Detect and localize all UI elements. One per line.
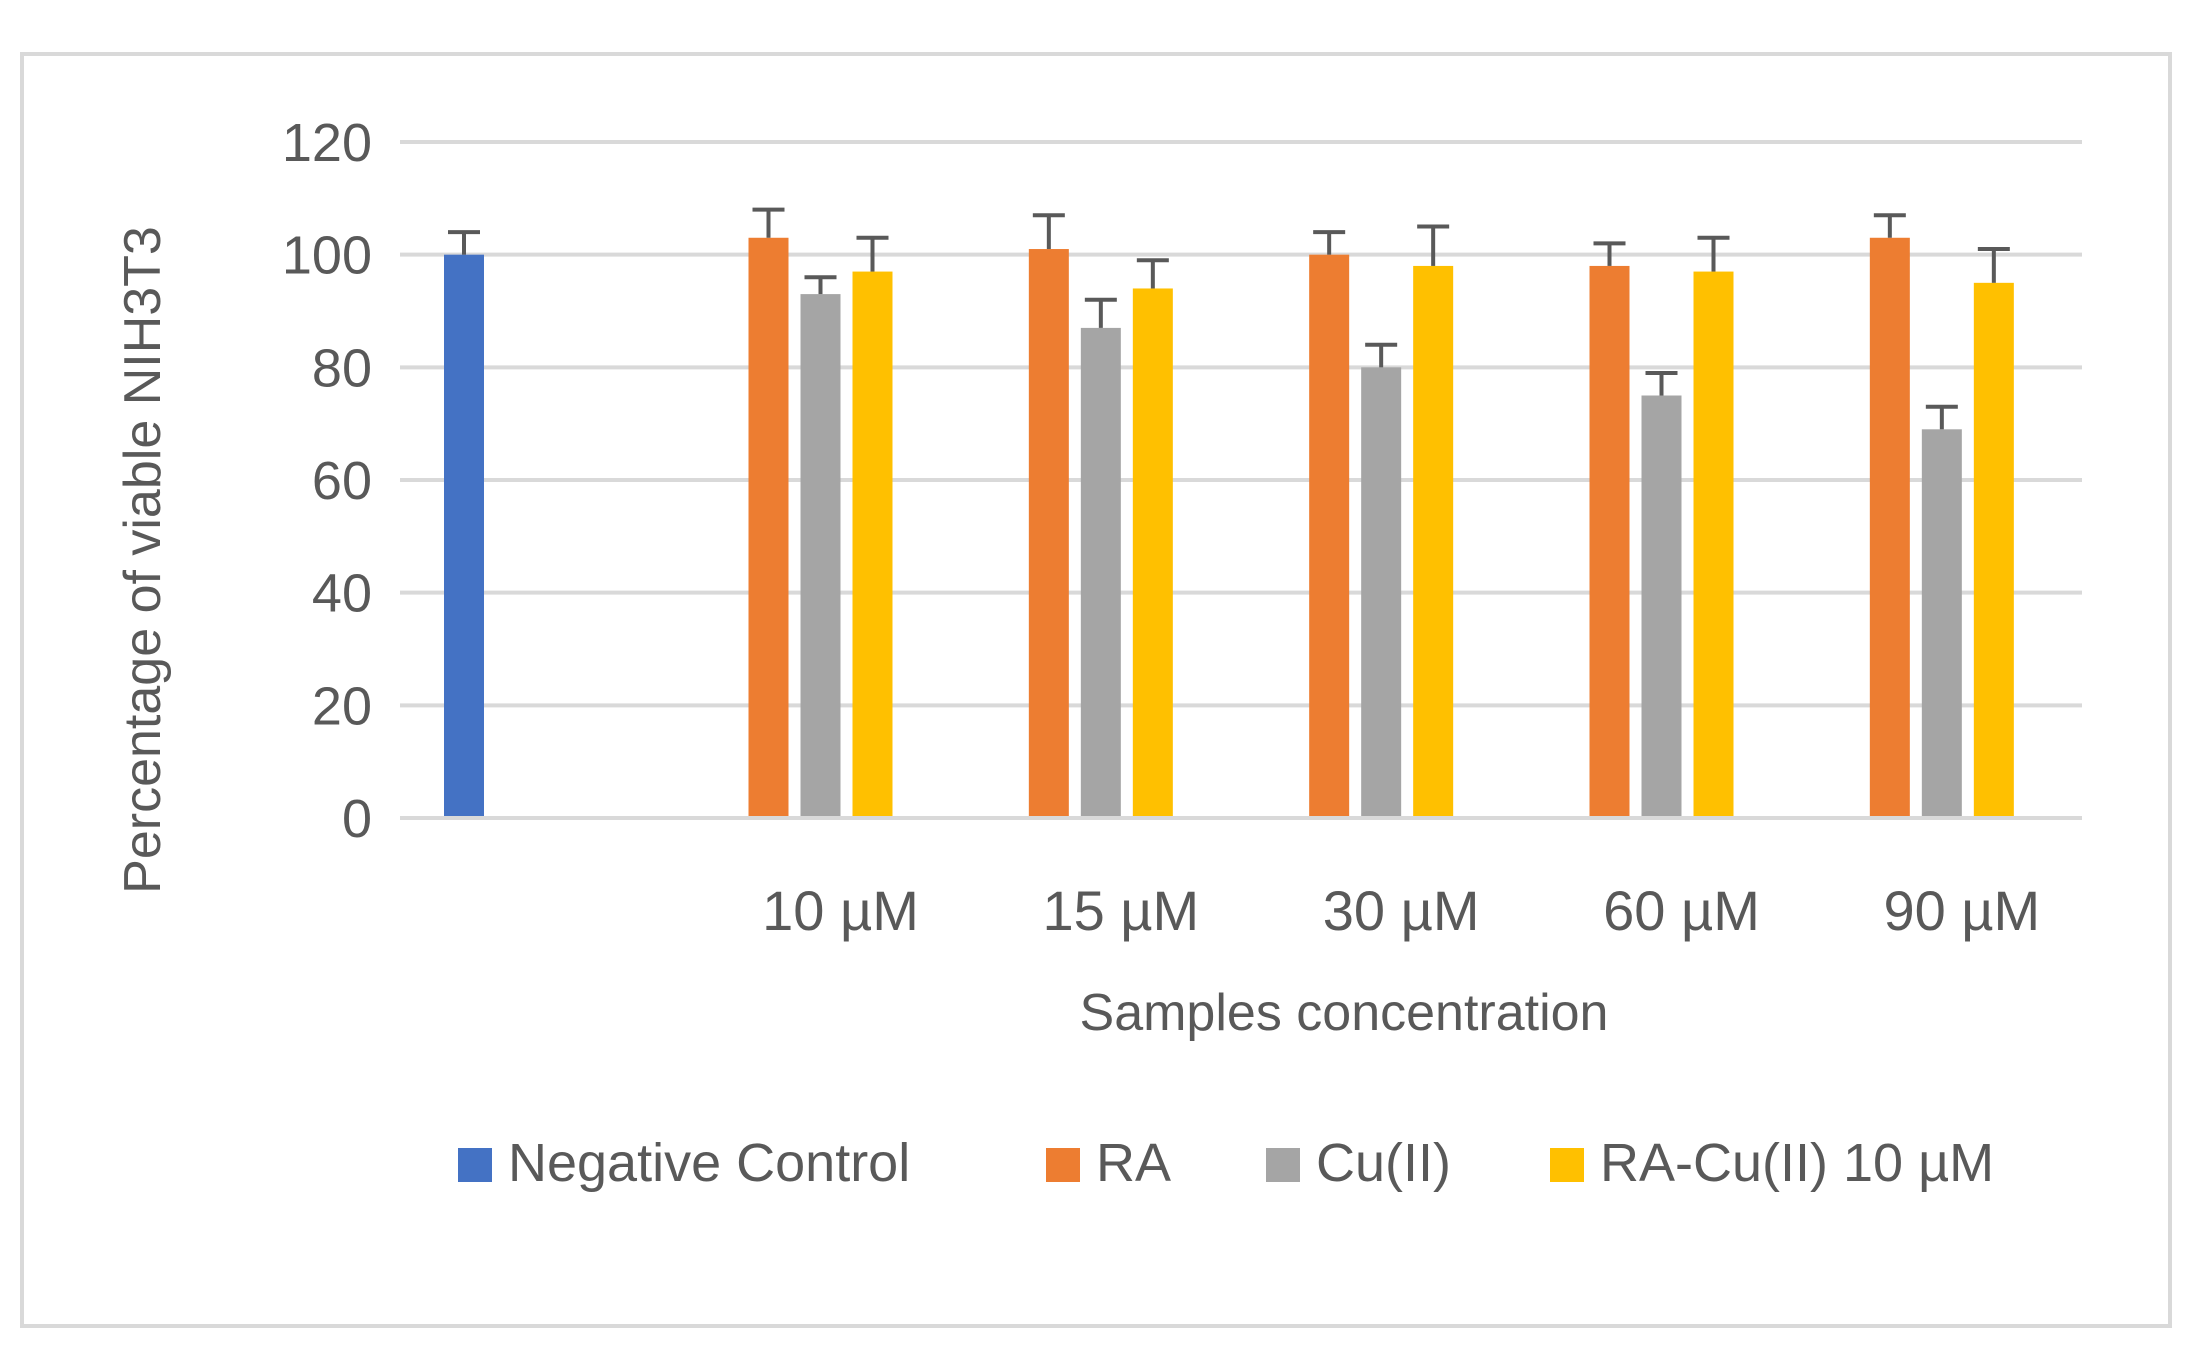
bar-ra-cu-ii-10-m xyxy=(1693,271,1734,819)
x-tick-label: 60 µM xyxy=(1603,879,1760,942)
bar-ra xyxy=(1869,237,1910,818)
bar-ra-cu-ii-10-m xyxy=(1413,265,1454,818)
bar-cu-ii- xyxy=(800,294,841,819)
bar-cu-ii- xyxy=(1921,429,1962,818)
bar-cu-ii- xyxy=(1361,367,1402,818)
x-tick-label: 30 µM xyxy=(1323,879,1480,942)
y-tick-label: 120 xyxy=(282,113,372,173)
x-axis-title: Samples concentration xyxy=(1080,984,1609,1042)
bar-ra-cu-ii-10-m xyxy=(1973,282,2014,818)
y-tick-label: 40 xyxy=(312,564,372,624)
legend-label: Cu(II) xyxy=(1316,1133,1451,1193)
y-tick-label: 80 xyxy=(312,338,372,398)
y-tick-label: 0 xyxy=(342,789,372,849)
legend-label: RA-Cu(II) 10 µM xyxy=(1600,1133,1994,1193)
legend-swatch xyxy=(1266,1148,1300,1182)
legend-swatch xyxy=(458,1148,492,1182)
x-tick-label: 90 µM xyxy=(1883,879,2040,942)
bar-ra-cu-ii-10-m xyxy=(852,271,893,819)
y-axis-title: Percentage of viable NIH3T3 xyxy=(114,226,172,894)
bar-cu-ii- xyxy=(1080,327,1121,818)
bar-ra xyxy=(748,237,789,818)
bar-ra-cu-ii-10-m xyxy=(1132,288,1173,818)
legend-label: RA xyxy=(1096,1133,1171,1193)
y-tick-label: 100 xyxy=(282,226,372,286)
x-tick-label: 15 µM xyxy=(1042,879,1199,942)
bar-ra xyxy=(1589,265,1630,818)
legend-swatch xyxy=(1046,1148,1080,1182)
y-tick-label: 60 xyxy=(312,451,372,511)
legend-label: Negative Control xyxy=(508,1133,910,1193)
x-tick-label: 10 µM xyxy=(762,879,919,942)
bar-cu-ii- xyxy=(1641,395,1682,818)
y-tick-label: 20 xyxy=(312,676,372,736)
bar-ra xyxy=(1028,249,1069,819)
bar-negative-control xyxy=(444,254,484,818)
bar-ra xyxy=(1309,254,1350,818)
legend-swatch xyxy=(1550,1148,1584,1182)
